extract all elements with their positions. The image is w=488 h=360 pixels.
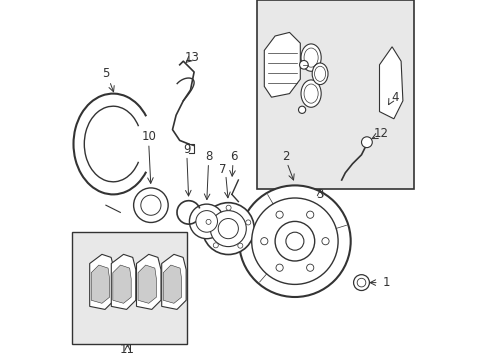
Circle shape bbox=[213, 243, 218, 248]
Circle shape bbox=[202, 203, 254, 255]
Text: 4: 4 bbox=[390, 91, 398, 104]
Text: 3: 3 bbox=[316, 188, 323, 201]
Polygon shape bbox=[379, 47, 402, 119]
Circle shape bbox=[285, 232, 303, 250]
Ellipse shape bbox=[301, 44, 321, 71]
Circle shape bbox=[141, 195, 161, 215]
Bar bbox=[257, 0, 413, 189]
Polygon shape bbox=[264, 32, 300, 97]
Circle shape bbox=[306, 264, 313, 271]
Circle shape bbox=[275, 211, 283, 218]
Circle shape bbox=[133, 188, 168, 222]
Text: 13: 13 bbox=[184, 51, 199, 64]
Text: 7: 7 bbox=[219, 163, 226, 176]
Text: 2: 2 bbox=[282, 150, 289, 163]
Circle shape bbox=[237, 243, 243, 248]
Circle shape bbox=[189, 204, 224, 239]
Circle shape bbox=[245, 220, 250, 225]
Text: 6: 6 bbox=[229, 150, 237, 163]
Polygon shape bbox=[162, 254, 186, 309]
Circle shape bbox=[299, 60, 307, 69]
Text: 10: 10 bbox=[141, 130, 156, 143]
Polygon shape bbox=[163, 265, 181, 303]
Circle shape bbox=[225, 205, 231, 210]
Text: 9: 9 bbox=[183, 143, 190, 156]
Polygon shape bbox=[91, 265, 109, 303]
Circle shape bbox=[361, 137, 371, 148]
Ellipse shape bbox=[311, 63, 327, 85]
Circle shape bbox=[218, 219, 238, 239]
Circle shape bbox=[275, 264, 283, 271]
Circle shape bbox=[275, 221, 314, 261]
Text: 5: 5 bbox=[102, 67, 109, 80]
Circle shape bbox=[210, 211, 246, 247]
Circle shape bbox=[196, 211, 217, 232]
Polygon shape bbox=[111, 254, 136, 309]
Text: 8: 8 bbox=[204, 150, 212, 163]
Circle shape bbox=[260, 238, 267, 245]
Circle shape bbox=[353, 275, 368, 291]
Circle shape bbox=[321, 238, 328, 245]
Polygon shape bbox=[113, 265, 131, 303]
Circle shape bbox=[205, 219, 211, 224]
Polygon shape bbox=[89, 254, 114, 309]
Circle shape bbox=[356, 278, 365, 287]
Polygon shape bbox=[136, 254, 161, 309]
Bar bbox=[72, 232, 186, 344]
Circle shape bbox=[306, 211, 313, 218]
Circle shape bbox=[251, 198, 337, 284]
Circle shape bbox=[239, 185, 350, 297]
Text: 11: 11 bbox=[120, 343, 135, 356]
Text: 12: 12 bbox=[373, 127, 388, 140]
Ellipse shape bbox=[301, 80, 321, 107]
Text: 1: 1 bbox=[382, 276, 389, 289]
Polygon shape bbox=[138, 265, 156, 303]
Circle shape bbox=[298, 106, 305, 113]
